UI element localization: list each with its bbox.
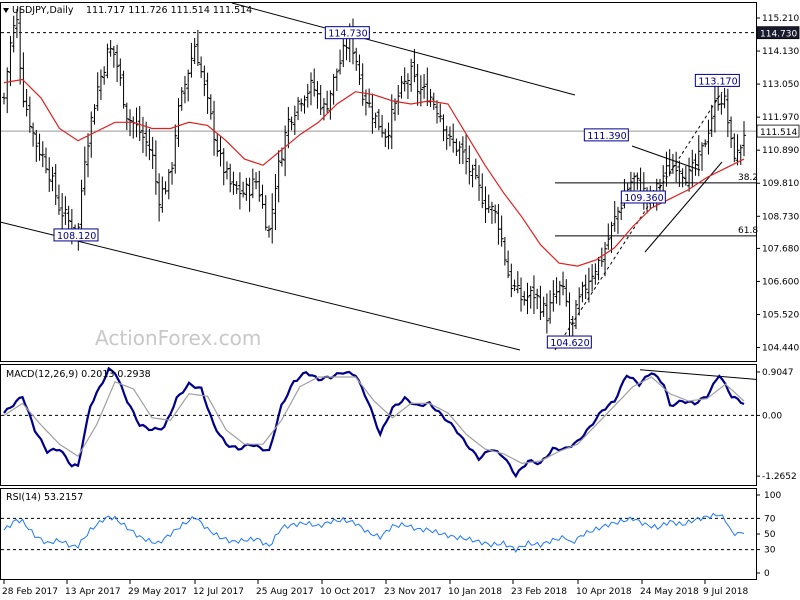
rsi-title: RSI(14) 53.2157 [6, 492, 83, 503]
title-arrow-icon [3, 8, 9, 13]
fib-label-0: 38.2 [738, 173, 758, 183]
fib-label-1: 61.8 [738, 226, 758, 236]
price-y-label-10: 104.440 [762, 344, 799, 354]
rsi-layer [1, 512, 756, 553]
annotation-label-5: 109.360 [624, 193, 663, 204]
price-title: USDJPY,Daily [12, 5, 74, 16]
annotation-box-1 [53, 228, 99, 242]
macd-series-signal [3, 376, 745, 465]
macd-series-macd [3, 366, 745, 479]
axis-layer: 115.210 114.130 113.050 111.970 110.890 109.8… [2, 14, 799, 597]
annotation-box-0 [324, 26, 370, 40]
watermark: ActionForex.com [95, 326, 261, 350]
annotation-box-2 [546, 335, 592, 349]
x-label-7: 10 Jan 2018 [448, 587, 502, 597]
price-y-label-3: 111.970 [762, 113, 799, 123]
rsi-panel-frame [0, 488, 757, 580]
channel-lower-line [0, 221, 521, 351]
rsi-y-label-2: 50 [764, 530, 776, 540]
price-y-label-7: 107.680 [762, 244, 799, 254]
annotation-box-5 [620, 190, 666, 204]
price-y-label-2: 113.050 [762, 80, 799, 90]
macd-y-label-0: 0.9047 [762, 368, 794, 378]
rsi-line [3, 512, 745, 553]
annotation-label-1: 108.120 [57, 231, 96, 242]
price-y-label-8: 106.600 [762, 277, 799, 287]
annotation-label-0: 114.730 [328, 29, 367, 40]
price-tag-box-1 [756, 124, 800, 138]
price-layer: 38.2 61.8 114.730 108.120 104.620 113.170 111.… [0, 2, 758, 351]
x-label-0: 28 Feb 2017 [2, 587, 58, 597]
macd-panel-frame [0, 364, 757, 486]
price-y-label-9: 105.520 [762, 310, 799, 320]
ohlc-header: 111.717 111.726 111.514 111.514 [86, 5, 252, 16]
triangle-lower-line [644, 161, 723, 253]
macd-divergence-line [639, 369, 757, 380]
annotation-box-4 [583, 128, 629, 142]
price-y-label-6: 108.730 [762, 212, 799, 222]
x-label-1: 13 Apr 2017 [65, 587, 121, 597]
rsi-y-label-4: 0 [764, 569, 770, 579]
price-tag-label-1: 111.514 [760, 128, 797, 138]
moving-average-line [3, 78, 745, 267]
rsi-y-label-0: 100 [764, 491, 781, 501]
x-label-11: 9 Jul 2018 [703, 587, 748, 597]
rsi-y-label-3: 30 [764, 546, 776, 556]
price-title-group: USDJPY,Daily 111.717 111.726 111.514 111… [3, 5, 252, 16]
annotation-label-4: 111.390 [587, 131, 626, 142]
x-label-6: 23 Nov 2017 [384, 587, 442, 597]
price-tag-label-0: 114.730 [760, 30, 797, 40]
price-y-label-5: 109.810 [762, 179, 799, 189]
x-label-8: 23 Feb 2018 [511, 587, 567, 597]
x-label-3: 12 Jul 2017 [193, 587, 244, 597]
macd-title: MACD(12,26,9) 0.2013 0.2938 [6, 369, 151, 380]
x-label-9: 10 Apr 2018 [576, 587, 632, 597]
x-label-5: 10 Oct 2017 [320, 587, 376, 597]
price-tag-box-0 [756, 26, 800, 40]
price-y-label-4: 110.890 [762, 146, 799, 156]
price-y-label-0: 115.210 [762, 14, 799, 24]
macd-y-label-2: -1.2652 [762, 472, 797, 482]
price-bars [2, 7, 746, 339]
rsi-y-label-1: 70 [764, 514, 776, 524]
macd-layer [1, 366, 757, 479]
annotation-label-2: 104.620 [550, 338, 589, 349]
x-label-10: 24 May 2018 [640, 587, 699, 597]
x-label-4: 25 Aug 2017 [256, 587, 314, 597]
macd-y-label-1: 0.00 [762, 411, 782, 421]
annotation-label-3: 113.170 [698, 76, 737, 87]
annotation-box-3 [694, 73, 740, 87]
x-label-2: 29 May 2017 [128, 587, 187, 597]
price-y-label-1: 114.130 [762, 47, 799, 57]
channel-upper-line [231, 2, 576, 96]
